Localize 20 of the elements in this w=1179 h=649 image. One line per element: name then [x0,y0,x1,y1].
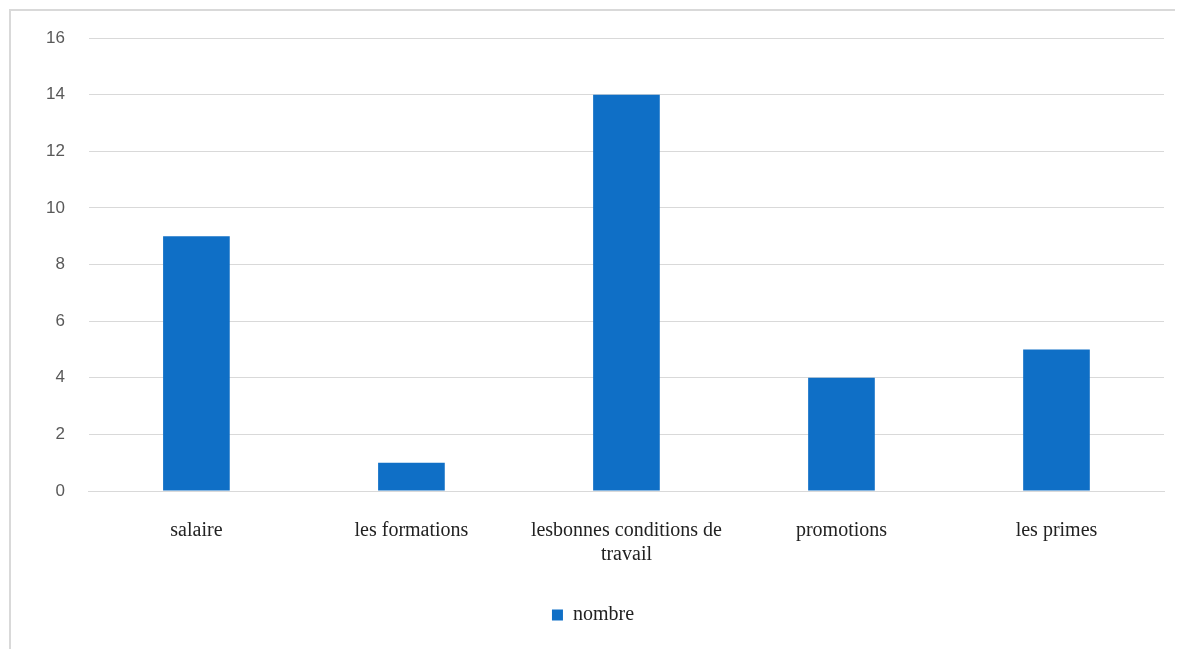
y-tick-label: 2 [55,424,65,444]
y-tick-label: 10 [45,197,65,217]
bar [1023,349,1090,491]
y-tick-label: 12 [45,140,65,160]
bar [163,236,230,491]
x-tick-label: les formations [354,518,469,541]
bar [378,462,445,491]
y-tick-label: 4 [55,367,65,387]
y-tick-label: 6 [55,310,65,330]
x-tick-label: promotions [795,518,888,542]
bar [808,377,875,491]
y-tick-label: 16 [45,27,65,47]
x-tick-label: lesbonnes conditions de travail [530,518,723,565]
x-tick-label: les primes [1015,518,1098,542]
legend-label: nombre [572,602,635,625]
y-tick-label: 0 [55,480,65,500]
bar [593,94,660,491]
x-tick-label: salaire [170,518,223,541]
y-tick-label: 14 [45,84,65,104]
y-tick-label: 8 [55,254,65,274]
